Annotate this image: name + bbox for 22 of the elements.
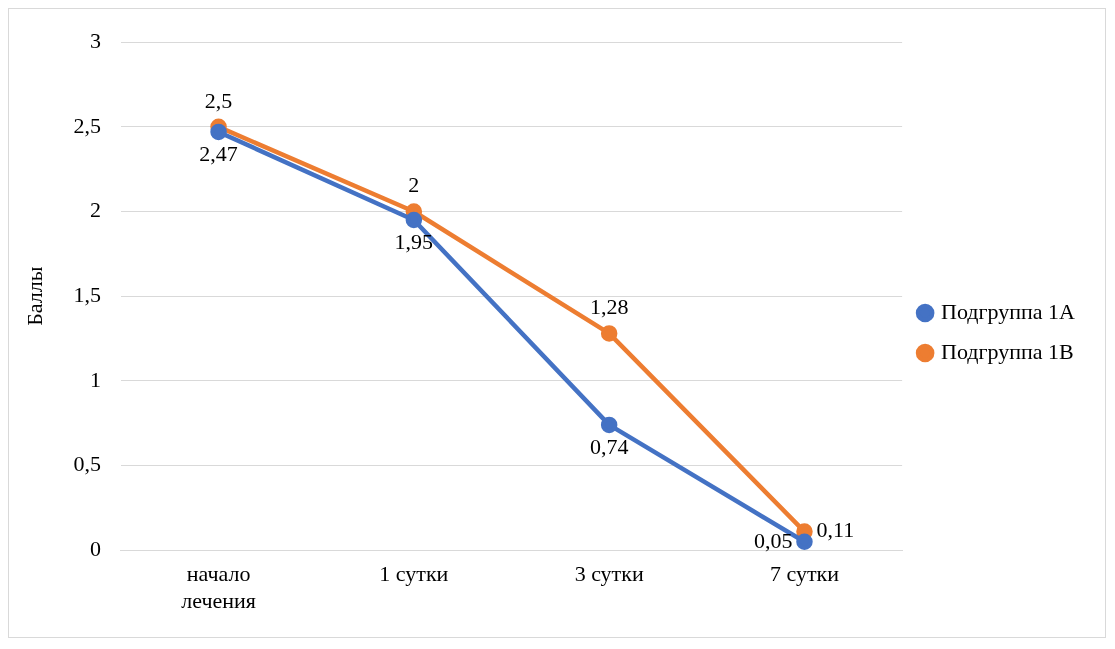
data-label: 2,47 <box>199 140 238 166</box>
data-label: 0,74 <box>589 433 629 459</box>
data-label: 1,28 <box>589 294 629 320</box>
x-tick-label: начало лечения <box>181 561 256 613</box>
legend-label: Подгруппа 1В <box>941 338 1074 364</box>
y-tick-label: 1 <box>89 366 101 392</box>
y-tick-label: 2,5 <box>73 112 101 138</box>
data-label: 0,11 <box>816 517 855 543</box>
y-tick-label: 2 <box>89 197 101 223</box>
y-tick-label: 1,5 <box>73 281 101 307</box>
y-tick-label: 0 <box>89 535 101 561</box>
x-tick-label: 3 сутки <box>574 561 644 587</box>
data-label: 0,05 <box>753 527 793 553</box>
y-tick-label: 0,5 <box>73 451 101 477</box>
x-tick-label: 1 сутки <box>379 561 449 587</box>
x-tick-label: 7 сутки <box>769 561 840 587</box>
legend-label: Подгруппа 1А <box>941 298 1076 324</box>
data-label: 2,5 <box>204 87 233 113</box>
y-axis-title: Баллы <box>21 266 47 326</box>
y-tick-label: 3 <box>89 27 101 53</box>
data-label: 1,95 <box>394 228 434 254</box>
data-label: 2 <box>408 172 420 198</box>
